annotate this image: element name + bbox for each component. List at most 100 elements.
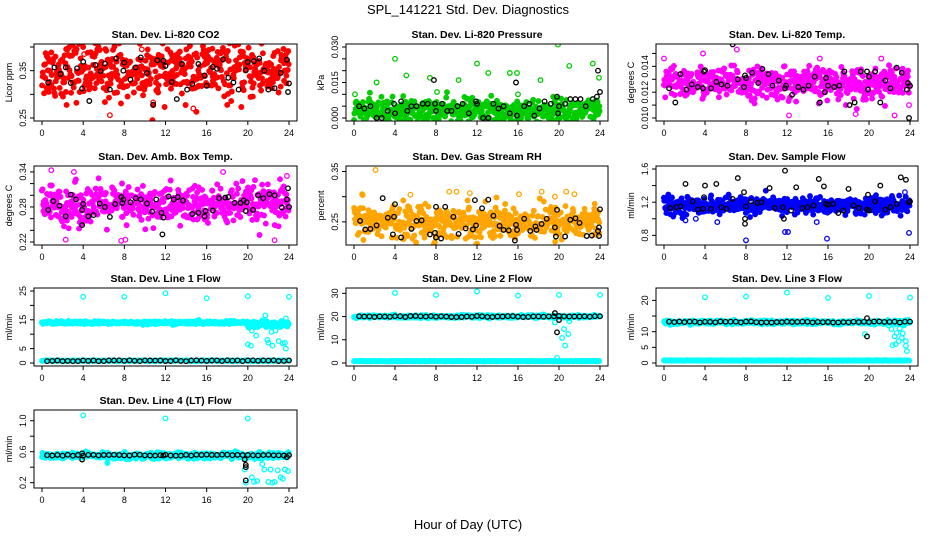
point-all	[280, 38, 285, 43]
point-outlier	[563, 188, 570, 195]
point-hourly	[85, 213, 92, 220]
point-all	[151, 189, 158, 195]
x-tick-label: 20	[243, 373, 253, 383]
point-all	[77, 192, 84, 199]
point-hourly	[521, 215, 528, 222]
point-all	[529, 212, 536, 219]
x-tick-label: 12	[160, 252, 170, 262]
point-hourly	[96, 200, 103, 207]
point-hourly	[496, 222, 503, 229]
point-all	[122, 188, 129, 195]
point-all	[259, 75, 265, 82]
point-hourly	[907, 82, 913, 89]
y-tick-label: 0	[18, 360, 28, 365]
point-all	[708, 192, 715, 199]
point-all	[247, 64, 253, 71]
point-all	[48, 214, 54, 221]
point-outlier	[891, 112, 898, 119]
point-hourly	[795, 84, 802, 90]
point-hourly	[835, 210, 842, 216]
point-hourly	[708, 205, 715, 212]
point-all	[449, 234, 456, 241]
point-all	[228, 98, 235, 105]
point-all	[89, 38, 94, 43]
x-tick-label: 16	[823, 128, 833, 138]
point-all	[557, 209, 564, 216]
point-hourly	[877, 182, 884, 189]
point-all	[142, 83, 148, 90]
point-outlier	[474, 60, 480, 67]
point-all	[535, 98, 542, 105]
data-points	[38, 167, 292, 244]
point-outlier	[466, 190, 473, 197]
point-hourly	[595, 67, 601, 74]
point-all	[228, 187, 235, 194]
point-all	[107, 80, 114, 87]
point-all	[249, 93, 256, 100]
x-tick-label: 20	[554, 128, 564, 138]
point-hourly	[538, 220, 545, 227]
point-hourly	[597, 89, 603, 95]
point-all	[779, 94, 786, 101]
point-hourly	[92, 62, 99, 68]
point-hourly	[771, 205, 778, 211]
point-all	[688, 70, 695, 77]
point-all	[224, 219, 231, 226]
point-all	[68, 89, 75, 96]
point-hourly	[562, 233, 569, 240]
point-hourly	[572, 215, 579, 222]
y-axis-label: kPa	[316, 75, 326, 91]
point-hourly	[367, 103, 374, 110]
point-all	[111, 44, 118, 50]
point-all	[42, 75, 49, 82]
point-all	[224, 101, 231, 108]
point-all	[230, 217, 237, 224]
point-all	[814, 64, 821, 71]
point-outlier	[538, 188, 545, 195]
x-tick-label: 12	[472, 252, 482, 262]
point-outlier	[824, 235, 830, 242]
point-hourly	[788, 207, 795, 214]
point-all	[118, 100, 124, 107]
point-all	[98, 78, 105, 85]
point-hourly	[718, 81, 725, 88]
point-hourly	[195, 61, 202, 67]
point-outlier	[506, 70, 513, 76]
point-hourly	[201, 72, 208, 79]
data-points	[660, 167, 913, 244]
point-hourly	[882, 77, 889, 84]
point-hourly	[836, 82, 843, 89]
point-hourly	[201, 213, 208, 220]
x-axis-title: Hour of Day (UTC)	[413, 517, 523, 532]
point-hourly	[285, 89, 291, 95]
point-hourly	[804, 204, 811, 211]
point-hourly	[137, 196, 144, 203]
x-tick-label: 24	[595, 128, 605, 138]
point-hourly	[490, 100, 497, 107]
point-hourly	[235, 86, 242, 93]
point-all	[752, 211, 759, 218]
point-all	[558, 236, 565, 243]
point-hourly	[595, 227, 601, 234]
point-all	[540, 198, 547, 205]
point-hourly	[159, 231, 166, 238]
point-all	[869, 95, 876, 102]
point-hourly	[398, 98, 405, 105]
point-all	[233, 190, 240, 197]
point-all	[411, 98, 418, 105]
point-all	[233, 180, 240, 187]
point-hourly	[255, 192, 262, 199]
point-all	[747, 214, 753, 221]
point-hourly	[113, 55, 120, 62]
point-all	[231, 44, 234, 45]
x-tick-label: 8	[743, 252, 748, 262]
point-hourly	[170, 196, 177, 203]
point-all	[62, 88, 69, 95]
point-hourly	[432, 100, 438, 107]
point-hourly	[902, 176, 909, 183]
point-all	[670, 62, 677, 69]
point-hourly	[846, 102, 853, 109]
point-hourly	[120, 67, 127, 74]
x-tick-label: 0	[351, 128, 356, 138]
point-all	[228, 88, 235, 95]
